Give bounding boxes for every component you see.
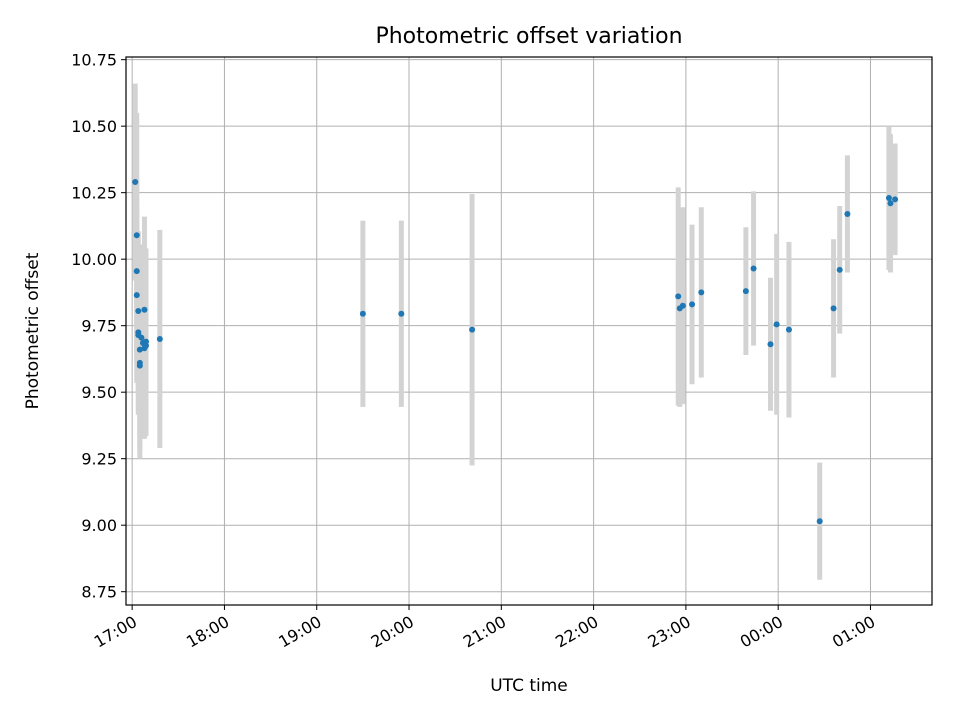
x-tick-label: 22:00 xyxy=(552,612,601,652)
x-tick-label: 23:00 xyxy=(644,612,693,652)
chart-title: Photometric offset variation xyxy=(375,24,682,49)
x-tick-label: 00:00 xyxy=(737,612,786,652)
data-point xyxy=(742,288,749,295)
y-tick-label: 10.25 xyxy=(71,184,117,203)
plot-frame xyxy=(125,56,933,606)
data-point xyxy=(142,342,149,349)
y-axis-label: Photometric offset xyxy=(23,252,43,409)
data-point xyxy=(136,362,143,369)
data-point xyxy=(689,301,696,308)
data-point xyxy=(156,335,163,342)
data-point xyxy=(816,518,823,525)
data-point xyxy=(133,268,140,275)
data-point xyxy=(750,265,757,272)
data-point xyxy=(887,200,894,207)
data-point xyxy=(133,292,140,299)
data-point xyxy=(141,306,148,313)
data-point xyxy=(359,310,366,317)
data-point xyxy=(136,346,143,353)
grid xyxy=(126,57,932,605)
y-tick-label: 8.75 xyxy=(81,583,117,602)
data-point xyxy=(773,321,780,328)
data-point xyxy=(698,289,705,296)
x-tick-label: 19:00 xyxy=(275,612,324,652)
x-axis-label: UTC time xyxy=(490,676,568,696)
x-axis-ticks: 17:00 18:00 19:00 20:00 21:00 22:00 23:00 00:00… xyxy=(91,605,878,652)
x-tick-label: 20:00 xyxy=(368,612,417,652)
data-point xyxy=(675,293,682,300)
data-point xyxy=(138,334,145,341)
data-points xyxy=(132,179,899,525)
data-point xyxy=(885,194,892,201)
x-tick-label: 21:00 xyxy=(460,612,509,652)
data-point xyxy=(398,310,405,317)
data-point xyxy=(844,210,851,217)
data-point xyxy=(830,305,837,312)
y-tick-label: 9.00 xyxy=(81,516,117,535)
y-tick-label: 10.00 xyxy=(71,250,117,269)
data-point xyxy=(679,302,686,309)
data-point xyxy=(836,266,843,273)
y-axis-ticks: 8.75 9.00 9.25 9.50 9.75 10.00 10.25 10.50 10.75 xyxy=(71,51,126,602)
y-tick-label: 9.25 xyxy=(81,450,117,469)
data-point xyxy=(892,196,899,203)
data-point xyxy=(767,341,774,348)
x-tick-label: 18:00 xyxy=(183,612,232,652)
y-tick-label: 10.50 xyxy=(71,117,117,136)
x-tick-label: 17:00 xyxy=(91,612,140,652)
y-tick-label: 10.75 xyxy=(71,51,117,70)
data-point xyxy=(132,179,139,186)
y-tick-label: 9.75 xyxy=(81,317,117,336)
y-tick-label: 9.50 xyxy=(81,383,117,402)
data-point xyxy=(469,326,476,333)
data-point xyxy=(135,308,142,315)
data-point xyxy=(133,232,140,239)
error-bars xyxy=(132,83,898,580)
x-tick-label: 01:00 xyxy=(829,612,878,652)
data-point xyxy=(785,326,792,333)
